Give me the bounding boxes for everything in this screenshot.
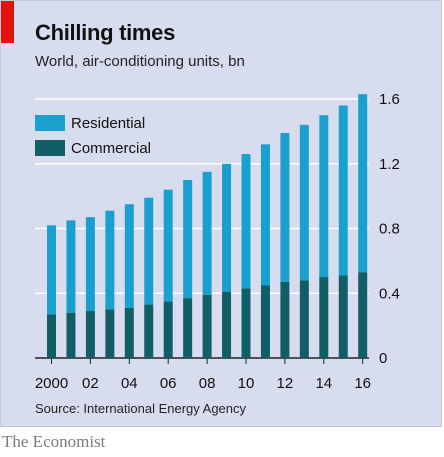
- bar-commercial: [280, 281, 290, 358]
- gridlines: [35, 98, 369, 359]
- bar-residential: [66, 220, 76, 313]
- chart-subtitle: World, air-conditioning units, bn: [35, 53, 245, 70]
- bar-commercial: [338, 275, 348, 358]
- bar-residential: [338, 105, 348, 276]
- bar-commercial: [358, 272, 368, 358]
- x-tick-label: 16: [354, 375, 371, 392]
- bar-commercial: [124, 307, 134, 358]
- y-axis: 0 0.4 0.8 1.2 1.6: [379, 91, 400, 367]
- bar-commercial: [66, 312, 76, 358]
- bar-residential: [124, 204, 134, 308]
- x-tick-label: 08: [199, 375, 216, 392]
- y-tick-label: 1.2: [379, 156, 400, 173]
- bar-residential: [105, 210, 115, 310]
- bar-residential: [47, 225, 56, 315]
- bar-commercial: [47, 314, 56, 358]
- x-tick-label: 14: [315, 375, 332, 392]
- bar-residential: [163, 189, 173, 302]
- legend-swatch-commercial: [35, 140, 65, 156]
- bar-residential: [202, 171, 212, 295]
- y-tick-label: 0.8: [379, 221, 400, 238]
- legend: Residential Commercial: [35, 115, 151, 157]
- bar-commercial: [144, 304, 154, 358]
- bar-residential: [241, 154, 251, 289]
- bar-commercial: [183, 298, 193, 358]
- bar-residential: [280, 132, 290, 282]
- bar-residential: [85, 217, 95, 312]
- chart-card: Chilling times World, air-conditioning u…: [0, 0, 442, 427]
- bar-commercial: [163, 301, 173, 358]
- bar-commercial: [319, 277, 329, 358]
- x-tick-label: 06: [160, 375, 177, 392]
- legend-swatch-residential: [35, 115, 65, 131]
- legend-label-commercial: Commercial: [71, 140, 151, 157]
- x-tick-label: 12: [277, 375, 294, 392]
- bar-commercial: [241, 288, 251, 358]
- bar-residential: [222, 163, 232, 292]
- bar-residential: [358, 94, 368, 273]
- bar-commercial: [222, 291, 232, 358]
- x-tick-label: 10: [238, 375, 255, 392]
- brand-red-tab: [1, 1, 14, 43]
- bar-residential: [183, 179, 193, 299]
- y-tick-label: 1.6: [379, 91, 400, 108]
- bar-commercial: [202, 294, 212, 358]
- bars: [47, 94, 368, 358]
- x-tick-label: 04: [121, 375, 138, 392]
- bar-residential: [144, 197, 154, 305]
- x-tick-label: 2000: [35, 375, 68, 392]
- bar-commercial: [299, 280, 309, 358]
- chart-title: Chilling times: [35, 20, 176, 45]
- x-tick-label: 02: [82, 375, 99, 392]
- stacked-bar-chart: 0 0.4 0.8 1.2 1.6 2000 02 04 06 08 10 12 14 16 Resid…: [35, 91, 400, 392]
- y-tick-label: 0.4: [379, 285, 400, 302]
- bar-residential: [319, 115, 329, 278]
- bar-residential: [299, 124, 309, 281]
- publisher-logo: The Economist: [2, 432, 106, 451]
- bar-commercial: [260, 285, 270, 358]
- bar-residential: [260, 144, 270, 286]
- bar-commercial: [105, 309, 115, 358]
- x-axis: 2000 02 04 06 08 10 12 14 16: [35, 358, 371, 392]
- source-note: Source: International Energy Agency: [35, 401, 247, 416]
- bar-commercial: [85, 311, 95, 358]
- legend-label-residential: Residential: [71, 115, 145, 132]
- y-tick-label: 0: [379, 350, 387, 367]
